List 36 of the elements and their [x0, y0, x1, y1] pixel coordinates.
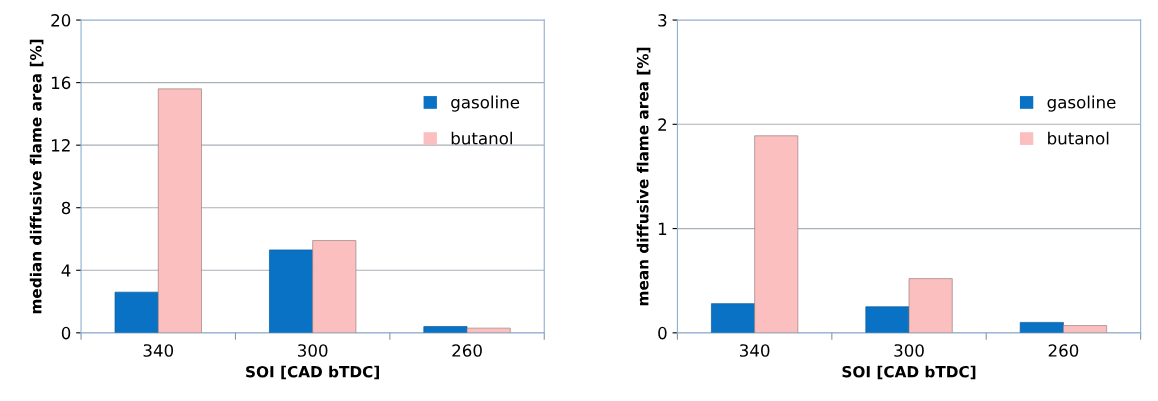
y-tick-label: 16 [51, 76, 71, 90]
x-tick-label: 300 [894, 344, 924, 357]
x-tick-label: 260 [1048, 344, 1079, 357]
bar [312, 240, 357, 333]
bar [269, 249, 314, 333]
x-tick-label: 300 [298, 344, 328, 357]
bar [114, 291, 159, 333]
bar [466, 327, 511, 333]
y-tick-label: 20 [51, 14, 71, 27]
x-axis-title: SOI [CAD bTDC] [842, 365, 976, 380]
y-tick-label: 2 [658, 118, 667, 131]
y-tick-label: 4 [61, 264, 71, 277]
bar [865, 306, 910, 333]
legend-label: gasoline [1047, 95, 1116, 112]
y-tick-label: 12 [51, 139, 70, 152]
legend-label: butanol [1048, 131, 1109, 145]
y-tick-label: 8 [61, 201, 71, 215]
bar [1019, 322, 1064, 333]
legend-label: butanol [451, 131, 512, 145]
legend-label: gasoline [451, 95, 520, 112]
x-tick-label: 260 [452, 344, 482, 357]
y-tick-label: 0 [658, 326, 667, 340]
y-tick-label: 1 [658, 222, 667, 235]
y-tick-label: 3 [658, 14, 667, 27]
bar [157, 88, 202, 333]
y-axis-title: median diffusive flame area [%] [29, 39, 44, 314]
x-axis-title: SOI [CAD bTDC] [246, 365, 379, 380]
bar [754, 135, 799, 333]
y-tick-label: 0 [61, 326, 71, 340]
bar [908, 278, 953, 333]
bar [423, 326, 468, 333]
bar [711, 303, 755, 333]
bar [1063, 325, 1108, 333]
y-axis-title: mean diffusive flame area [%] [636, 47, 651, 306]
x-tick-label: 340 [739, 344, 770, 357]
x-tick-label: 340 [143, 344, 174, 357]
